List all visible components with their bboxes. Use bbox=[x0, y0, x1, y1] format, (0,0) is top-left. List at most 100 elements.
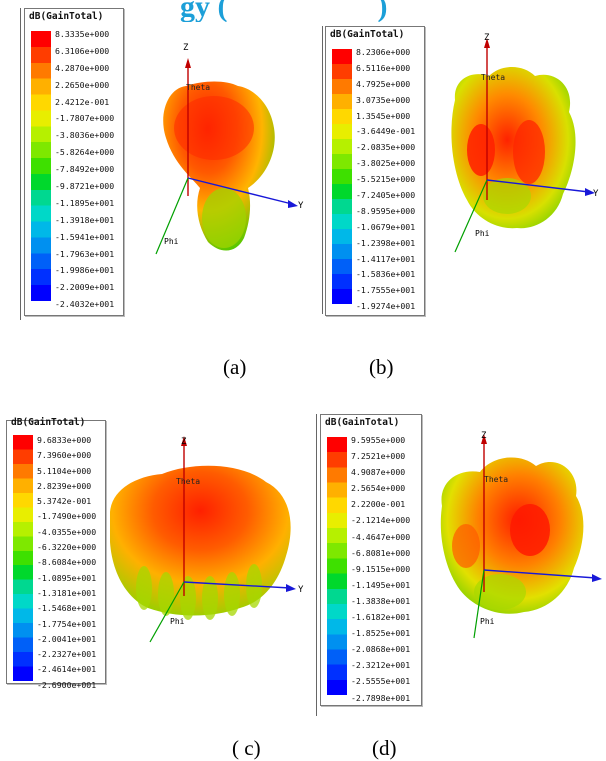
legend-value: -1.3838e+001 bbox=[351, 595, 411, 606]
legend-c: dB(GainTotal) 9.6833e+000 7.3960e+000 5.… bbox=[6, 417, 106, 690]
legend-value: -4.4647e+000 bbox=[351, 531, 411, 542]
legend-value: -6.3220e+000 bbox=[37, 542, 97, 553]
legend-value: -1.6182e+001 bbox=[351, 612, 411, 623]
legend-value: -2.7898e+001 bbox=[351, 692, 411, 703]
legend-value: 6.5116e+000 bbox=[356, 62, 411, 73]
gain-lobe bbox=[174, 96, 254, 160]
gain-lobe bbox=[202, 188, 246, 248]
radiation-pattern-a: Z Theta Y Phi bbox=[155, 43, 304, 255]
phi-label: Phi bbox=[480, 617, 495, 626]
legend-value: -2.0041e+001 bbox=[37, 633, 97, 644]
legend-value: -9.1515e+000 bbox=[351, 563, 411, 574]
legend-value: 4.2870e+000 bbox=[55, 62, 110, 73]
phi-label: Phi bbox=[164, 237, 179, 246]
legend-value: -1.5941e+001 bbox=[55, 231, 115, 242]
legend-a: dB(GainTotal) 8.3335e+000 6.3106e+000 4.… bbox=[24, 8, 124, 316]
legend-value: 2.4212e-001 bbox=[55, 96, 110, 107]
z-axis-label: Z bbox=[183, 43, 189, 53]
legend-value: -7.8492e+000 bbox=[55, 164, 115, 175]
legend-value: -1.5836e+001 bbox=[356, 269, 416, 280]
legend-value: -1.7807e+000 bbox=[55, 113, 115, 124]
gain-lobe bbox=[202, 576, 218, 620]
y-axis-label: Y bbox=[298, 201, 304, 211]
z-axis-label: Z bbox=[484, 33, 490, 43]
legend-value: -1.1495e+001 bbox=[351, 579, 411, 590]
color-scale-bar bbox=[13, 435, 33, 681]
legend-value: -1.7963e+001 bbox=[55, 248, 115, 259]
legend-value: -1.9274e+001 bbox=[356, 301, 416, 312]
legend-value: -9.8721e+000 bbox=[55, 181, 115, 192]
legend-value: 1.3545e+000 bbox=[356, 110, 411, 121]
caption-c: ( c) bbox=[232, 736, 261, 760]
legend-value: -4.0355e+000 bbox=[37, 526, 97, 537]
legend-value: -1.0679e+001 bbox=[356, 221, 416, 232]
legend-value: 2.8239e+000 bbox=[37, 480, 92, 491]
legend-value: -1.3181e+001 bbox=[37, 587, 97, 598]
legend-value: 4.7925e+000 bbox=[356, 78, 411, 89]
legend-values: 8.3335e+000 6.3106e+000 4.2870e+000 2.26… bbox=[55, 29, 114, 316]
legend-value: -5.8264e+000 bbox=[55, 147, 115, 158]
legend-value: 5.1104e+000 bbox=[37, 465, 92, 476]
theta-label: Theta bbox=[484, 475, 508, 484]
legend-value: 3.0735e+000 bbox=[356, 94, 411, 105]
legend-value: 5.3742e-001 bbox=[37, 496, 92, 507]
legend-value: -7.2405e+000 bbox=[356, 190, 416, 201]
y-axis-line bbox=[183, 581, 291, 589]
theta-label: Theta bbox=[186, 83, 210, 92]
legend-value: -2.2327e+001 bbox=[37, 649, 97, 660]
phi-label: Phi bbox=[170, 617, 185, 626]
y-axis-label: Y bbox=[298, 585, 304, 595]
z-arrow-icon bbox=[185, 58, 191, 68]
legend-value: -1.2398e+001 bbox=[356, 237, 416, 248]
gain-lobe bbox=[158, 572, 174, 616]
legend-value: -1.1895e+001 bbox=[55, 197, 115, 208]
legend-title: dB(GainTotal) bbox=[11, 417, 86, 428]
y-axis-line bbox=[486, 179, 590, 193]
legend-value: -3.8036e+000 bbox=[55, 130, 115, 141]
radiation-pattern-c: Z Theta Y Phi bbox=[110, 436, 304, 643]
legend-title: dB(GainTotal) bbox=[29, 11, 104, 22]
legend-title: dB(GainTotal) bbox=[330, 29, 405, 40]
legend-value: -1.8525e+001 bbox=[351, 628, 411, 639]
legend-value: -2.0835e+000 bbox=[356, 142, 416, 153]
caption-d: (d) bbox=[372, 736, 397, 760]
legend-value: -8.6084e+000 bbox=[37, 557, 97, 568]
gain-lobe bbox=[483, 178, 531, 214]
legend-value: -2.4614e+001 bbox=[37, 664, 97, 675]
legend-value: 8.3335e+000 bbox=[55, 29, 110, 39]
legend-value: -5.5215e+000 bbox=[356, 174, 416, 185]
z-axis-label: Z bbox=[481, 431, 487, 441]
legend-value: -1.9986e+001 bbox=[55, 265, 115, 276]
legend-value: 6.3106e+000 bbox=[55, 45, 110, 56]
y-arrow-icon bbox=[288, 200, 298, 208]
legend-value: -2.2009e+001 bbox=[55, 282, 115, 293]
legend-value: -1.7754e+001 bbox=[37, 618, 97, 629]
legend-values: 9.5955e+000 7.2521e+000 4.9087e+000 2.56… bbox=[351, 435, 410, 709]
legend-value: -2.6900e+001 bbox=[37, 679, 97, 690]
gain-lobe bbox=[474, 574, 526, 610]
legend-value: 4.9087e+000 bbox=[351, 467, 406, 478]
legend-value: -6.8081e+000 bbox=[351, 547, 411, 558]
legend-value: -2.5555e+001 bbox=[351, 676, 411, 687]
color-scale-bar bbox=[327, 437, 347, 695]
color-scale-bar bbox=[332, 49, 352, 304]
heading-fragment-start: gy ( bbox=[180, 0, 228, 22]
legend-values: 9.6833e+000 7.3960e+000 5.1104e+000 2.82… bbox=[37, 435, 96, 695]
gain-lobe bbox=[513, 120, 545, 184]
legend-value: -3.8025e+000 bbox=[356, 158, 416, 169]
radiation-pattern-d: Z Theta Phi bbox=[440, 431, 602, 639]
legend-value: -8.9595e+000 bbox=[356, 205, 416, 216]
legend-value: 9.6833e+000 bbox=[37, 435, 92, 445]
gain-lobe bbox=[136, 566, 152, 610]
gain-lobe bbox=[452, 524, 480, 568]
gain-surface bbox=[110, 465, 291, 616]
z-axis-label: Z bbox=[181, 437, 187, 447]
y-arrow-icon bbox=[286, 584, 296, 592]
color-scale-bar bbox=[31, 31, 51, 301]
x-axis-line bbox=[473, 569, 485, 639]
x-axis-line bbox=[149, 581, 185, 643]
y-axis-line bbox=[483, 569, 597, 579]
theta-label: Theta bbox=[481, 73, 505, 82]
legend-value: -2.1214e+000 bbox=[351, 515, 411, 526]
legend-value: -2.3212e+001 bbox=[351, 660, 411, 671]
